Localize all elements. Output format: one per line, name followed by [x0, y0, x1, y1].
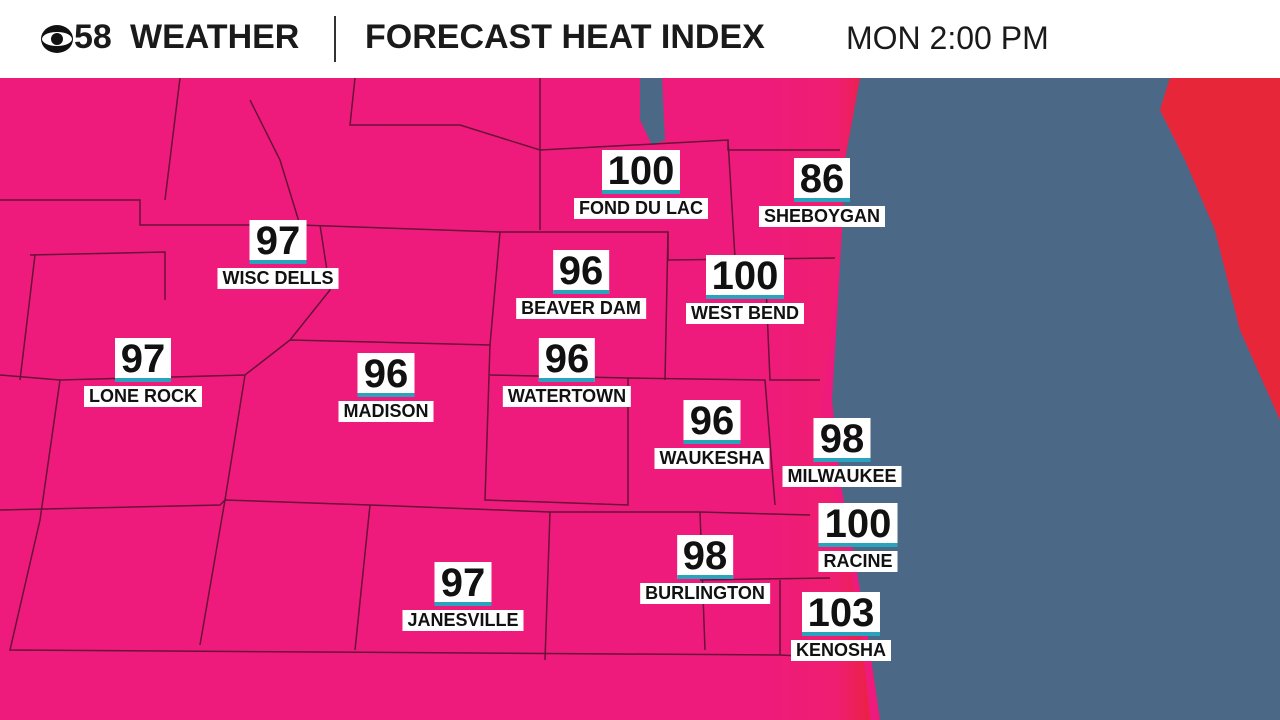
cbs-eye-logo [41, 25, 73, 53]
city-name: KENOSHA [790, 640, 892, 661]
channel: WEATHER [130, 18, 300, 56]
heat-index-value: 96 [538, 338, 596, 382]
time: MON 2:00 PM [846, 20, 1049, 56]
city-name: SHEBOYGAN [758, 206, 886, 227]
city-label: 100 WEST BEND [686, 255, 804, 324]
lake-michigan [832, 78, 1280, 720]
heat-index-value: 98 [813, 418, 871, 462]
city-label: 103 KENOSHA [790, 592, 892, 661]
city-label: 100 FOND DU LAC [574, 150, 708, 219]
heat-index-value: 103 [801, 592, 881, 636]
city-label: 96 BEAVER DAM [516, 250, 646, 319]
heat-index-value: 98 [676, 535, 734, 579]
city-name: MADISON [338, 401, 434, 422]
city-name: WATERTOWN [502, 386, 632, 407]
city-label: 96 WAUKESHA [654, 400, 770, 469]
city-label: 97 LONE ROCK [84, 338, 202, 407]
city-name: MILWAUKEE [782, 466, 902, 487]
heat-index-value: 100 [601, 150, 681, 194]
city-label: 96 MADISON [338, 353, 434, 422]
header: 58 WEATHER FORECAST HEAT INDEX MON 2:00 … [0, 0, 1280, 78]
title: FORECAST HEAT INDEX [365, 18, 765, 56]
city-name: LONE ROCK [84, 386, 202, 407]
city-label: 98 MILWAUKEE [782, 418, 902, 487]
heat-index-value: 96 [683, 400, 741, 444]
city-name: WAUKESHA [654, 448, 770, 469]
heat-index-value: 96 [357, 353, 415, 397]
heat-index-value: 86 [793, 158, 851, 202]
city-name: JANESVILLE [402, 610, 524, 631]
heat-index-value: 97 [434, 562, 492, 606]
city-label: 97 JANESVILLE [402, 562, 524, 631]
county-lines [0, 77, 881, 661]
divider [334, 16, 336, 62]
heat-index-value: 97 [249, 220, 307, 264]
city-name: WEST BEND [686, 303, 804, 324]
city-label: 100 RACINE [818, 503, 898, 572]
city-name: BURLINGTON [640, 583, 770, 604]
city-name: WISC DELLS [217, 268, 339, 289]
green-bay [640, 78, 665, 145]
city-label: 97 WISC DELLS [217, 220, 339, 289]
city-label: 98 BURLINGTON [640, 535, 770, 604]
heat-index-value: 96 [552, 250, 610, 294]
city-name: FOND DU LAC [574, 198, 708, 219]
brand: 58 [74, 18, 112, 56]
michigan-shore [1160, 78, 1280, 420]
heat-index-value: 100 [705, 255, 785, 299]
city-name: RACINE [818, 551, 898, 572]
heat-index-value: 97 [114, 338, 172, 382]
city-label: 96 WATERTOWN [502, 338, 632, 407]
city-name: BEAVER DAM [516, 298, 646, 319]
heat-index-value: 100 [818, 503, 898, 547]
city-label: 86 SHEBOYGAN [758, 158, 886, 227]
